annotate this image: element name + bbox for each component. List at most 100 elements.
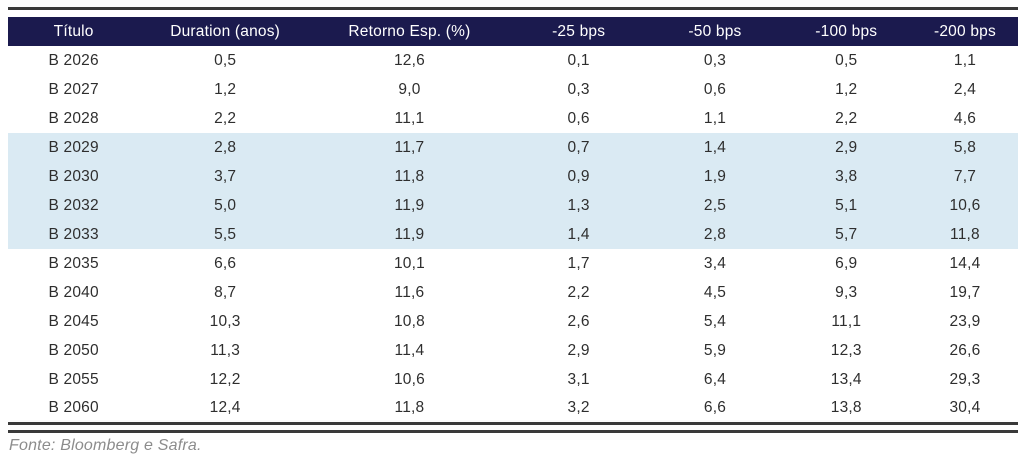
table-header-row: Título Duration (anos) Retorno Esp. (%) -25… <box>8 17 1018 46</box>
column-header: Retorno Esp. (%) <box>310 17 508 46</box>
value-cell: 0,7 <box>507 133 650 162</box>
table-row: B 2040 8,7 11,6 2,2 4,5 9,3 19,7 <box>8 278 1018 307</box>
table-row: B 2032 5,0 11,9 1,3 2,5 5,1 10,6 <box>8 191 1018 220</box>
table-row: B 2035 6,6 10,1 1,7 3,4 6,9 14,4 <box>8 249 1018 278</box>
top-rule <box>8 7 1018 10</box>
value-cell: 5,8 <box>911 133 1018 162</box>
table-row: B 2050 11,3 11,4 2,9 5,9 12,3 26,6 <box>8 336 1018 365</box>
table-row: B 2033 5,5 11,9 1,4 2,8 5,7 11,8 <box>8 220 1018 249</box>
value-cell: 3,1 <box>567 370 590 388</box>
value-cell: 10,8 <box>393 312 425 330</box>
column-header: -100 bps <box>780 17 912 46</box>
column-header: -50 bps <box>649 17 781 46</box>
titulo-cell: B 2030 <box>8 162 140 191</box>
value-cell: 11,8 <box>310 162 508 191</box>
value-cell: 9,3 <box>835 283 858 301</box>
value-cell: 2,2 <box>835 109 858 127</box>
value-cell: 5,7 <box>780 220 912 249</box>
value-cell: 13,8 <box>830 398 862 416</box>
value-cell: 0,6 <box>703 80 727 98</box>
column-header: -25 bps <box>507 17 650 46</box>
value-cell: 11,8 <box>911 220 1018 249</box>
table-row: B 2028 2,2 11,1 0,6 1,1 2,2 4,6 <box>8 104 1018 133</box>
value-cell: 29,3 <box>949 370 981 388</box>
value-cell: 11,7 <box>310 133 508 162</box>
titulo-cell: B 2060 <box>48 398 99 416</box>
value-cell: 10,3 <box>209 312 241 330</box>
value-cell: 2,9 <box>780 133 912 162</box>
value-cell: 1,7 <box>567 254 590 272</box>
table-row: B 2045 10,3 10,8 2,6 5,4 11,1 23,9 <box>8 307 1018 336</box>
value-cell: 1,2 <box>835 80 858 98</box>
titulo-cell: B 2032 <box>8 191 140 220</box>
table-row: B 2055 12,2 10,6 3,1 6,4 13,4 29,3 <box>8 365 1018 394</box>
value-cell: 3,7 <box>139 162 311 191</box>
value-cell: 3,2 <box>567 398 590 416</box>
value-cell: 26,6 <box>949 341 981 359</box>
table-row: B 2029 2,8 11,7 0,7 1,4 2,9 5,8 <box>8 133 1018 162</box>
table-row: B 2060 12,4 11,8 3,2 6,6 13,8 30,4 <box>8 394 1018 423</box>
value-cell: 1,3 <box>507 191 650 220</box>
value-cell: 3,4 <box>703 254 727 272</box>
value-cell: 4,5 <box>703 283 727 301</box>
value-cell: 11,9 <box>310 220 508 249</box>
value-cell: 30,4 <box>949 398 981 416</box>
titulo-cell: B 2055 <box>48 370 99 388</box>
value-cell: 13,4 <box>830 370 862 388</box>
value-cell: 11,8 <box>394 398 425 416</box>
value-cell: 5,5 <box>139 220 311 249</box>
value-cell: 6,9 <box>835 254 858 272</box>
column-header: Duration (anos) <box>139 17 311 46</box>
value-cell: 1,9 <box>649 162 781 191</box>
value-cell: 2,2 <box>567 283 590 301</box>
table-header: Título Duration (anos) Retorno Esp. (%) -25… <box>8 17 1018 46</box>
value-cell: 2,8 <box>649 220 781 249</box>
value-cell: 5,1 <box>780 191 912 220</box>
value-cell: 12,6 <box>393 51 425 69</box>
value-cell: 0,1 <box>567 51 590 69</box>
value-cell: 11,3 <box>210 341 241 359</box>
value-cell: 1,1 <box>953 51 977 69</box>
value-cell: 14,4 <box>949 254 981 272</box>
value-cell: 12,2 <box>209 370 241 388</box>
value-cell: 0,3 <box>567 80 590 98</box>
value-cell: 7,7 <box>911 162 1018 191</box>
table-row: B 2027 1,2 9,0 0,3 0,6 1,2 2,4 <box>8 75 1018 104</box>
value-cell: 1,4 <box>507 220 650 249</box>
value-cell: 5,0 <box>139 191 311 220</box>
value-cell: 11,9 <box>310 191 508 220</box>
footer-separator-rule <box>8 429 1018 433</box>
titulo-cell: B 2028 <box>48 109 99 127</box>
value-cell: 19,7 <box>949 283 981 301</box>
value-cell: 3,8 <box>780 162 912 191</box>
titulo-cell: B 2027 <box>48 80 99 98</box>
value-cell: 0,3 <box>703 51 727 69</box>
value-cell: 11,1 <box>831 312 862 330</box>
value-cell: 4,6 <box>953 109 977 127</box>
titulo-cell: B 2033 <box>8 220 140 249</box>
value-cell: 11,1 <box>394 109 425 127</box>
titulo-cell: B 2040 <box>48 283 99 301</box>
value-cell: 0,9 <box>507 162 650 191</box>
value-cell: 23,9 <box>949 312 981 330</box>
value-cell: 12,4 <box>209 398 241 416</box>
value-cell: 0,5 <box>835 51 858 69</box>
value-cell: 11,4 <box>394 341 425 359</box>
value-cell: 2,2 <box>214 109 237 127</box>
value-cell: 10,1 <box>393 254 425 272</box>
value-cell: 5,9 <box>703 341 727 359</box>
titulo-cell: B 2050 <box>48 341 99 359</box>
value-cell: 12,3 <box>830 341 862 359</box>
value-cell: 6,6 <box>703 398 727 416</box>
value-cell: 11,6 <box>394 283 425 301</box>
titulo-cell: B 2045 <box>48 312 99 330</box>
value-cell: 2,6 <box>567 312 590 330</box>
titulo-cell: B 2029 <box>8 133 140 162</box>
value-cell: 5,4 <box>703 312 727 330</box>
value-cell: 0,6 <box>567 109 590 127</box>
value-cell: 1,4 <box>649 133 781 162</box>
table-row: B 2026 0,5 12,6 0,1 0,3 0,5 1,1 <box>8 46 1018 75</box>
value-cell: 6,6 <box>214 254 237 272</box>
value-cell: 2,8 <box>139 133 311 162</box>
